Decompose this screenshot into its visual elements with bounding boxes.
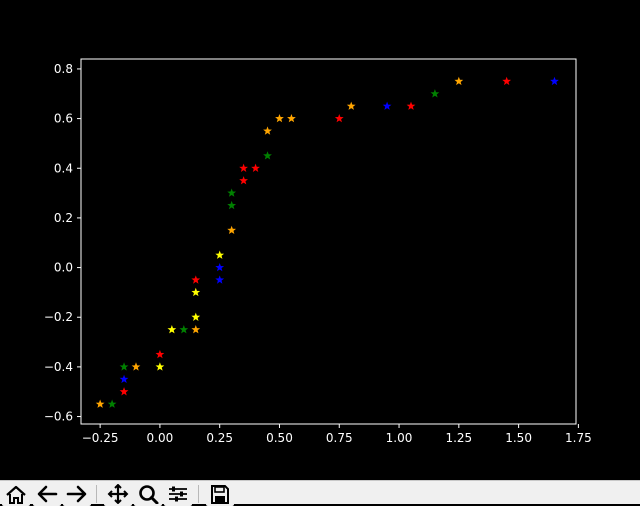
data-point-star bbox=[191, 287, 201, 297]
data-point-star bbox=[334, 113, 344, 123]
data-point-star bbox=[119, 374, 129, 384]
forward-arrow-icon bbox=[66, 485, 87, 503]
home-button[interactable] bbox=[2, 482, 30, 506]
save-button[interactable] bbox=[206, 482, 234, 506]
zoom-icon bbox=[139, 485, 159, 504]
back-button[interactable] bbox=[33, 482, 61, 506]
y-tick-label: 0.6 bbox=[54, 112, 73, 126]
x-tick-label: 0.00 bbox=[147, 431, 174, 445]
axes-frame bbox=[80, 58, 577, 425]
forward-button[interactable] bbox=[63, 482, 91, 506]
data-point-star bbox=[131, 362, 141, 371]
data-point-star bbox=[155, 349, 165, 359]
x-tick-label: 0.50 bbox=[266, 431, 293, 445]
y-tick-label: 0.0 bbox=[54, 261, 73, 275]
y-tick-label: −0.6 bbox=[44, 410, 73, 424]
data-point-star bbox=[191, 312, 201, 321]
data-point-star bbox=[454, 76, 464, 86]
save-icon bbox=[211, 485, 229, 504]
data-point-star bbox=[191, 325, 201, 334]
y-tick-label: 0.4 bbox=[54, 161, 73, 175]
configure-subplots-icon bbox=[169, 486, 187, 502]
data-point-star bbox=[215, 275, 225, 284]
data-point-star bbox=[119, 362, 129, 371]
data-point-star bbox=[227, 188, 237, 197]
data-point-star bbox=[179, 325, 189, 334]
data-point-star bbox=[406, 101, 416, 110]
data-point-star bbox=[263, 151, 272, 160]
toolbar-separator bbox=[198, 485, 199, 503]
x-tick-label: 1.75 bbox=[565, 431, 592, 445]
navigation-toolbar bbox=[0, 480, 640, 506]
data-point-star bbox=[382, 101, 392, 110]
data-point-star bbox=[239, 163, 248, 172]
y-tick-label: −0.4 bbox=[44, 360, 73, 374]
data-point-star bbox=[275, 113, 284, 123]
data-point-star bbox=[107, 399, 117, 408]
data-point-star bbox=[263, 126, 272, 135]
data-point-star bbox=[346, 101, 356, 110]
data-point-star bbox=[167, 325, 177, 334]
data-point-star bbox=[155, 362, 165, 371]
data-points bbox=[95, 76, 559, 408]
x-axis: −0.25 0.00 0.25 0.50 0.75 1.00 1.25 1.50 1.75 bbox=[82, 424, 592, 445]
data-point-star bbox=[430, 89, 440, 98]
back-arrow-icon bbox=[37, 485, 58, 503]
x-tick-label: 1.25 bbox=[445, 431, 472, 445]
y-tick-label: −0.2 bbox=[44, 310, 73, 324]
configure-subplots-button[interactable] bbox=[164, 482, 192, 506]
data-point-star bbox=[251, 163, 260, 172]
data-point-star bbox=[239, 176, 248, 185]
pan-icon bbox=[107, 484, 129, 504]
x-tick-label: 1.00 bbox=[386, 431, 413, 445]
data-point-star bbox=[227, 225, 237, 235]
figure-canvas[interactable]: −0.25 0.00 0.25 0.50 0.75 1.00 1.25 1.50 1.75 −0… bbox=[0, 0, 640, 480]
data-point-star bbox=[215, 262, 225, 272]
x-tick-label: 1.50 bbox=[505, 431, 532, 445]
data-point-star bbox=[287, 113, 296, 123]
data-point-star bbox=[215, 250, 225, 259]
x-tick-label: −0.25 bbox=[82, 431, 119, 445]
data-point-star bbox=[502, 76, 512, 86]
scatter-plot: −0.25 0.00 0.25 0.50 0.75 1.00 1.25 1.50 1.75 −0… bbox=[44, 58, 592, 445]
home-icon bbox=[6, 485, 26, 504]
x-tick-label: 0.75 bbox=[326, 431, 353, 445]
y-tick-label: 0.2 bbox=[54, 211, 73, 225]
y-tick-label: 0.8 bbox=[54, 62, 73, 76]
data-point-star bbox=[191, 275, 201, 284]
data-point-star bbox=[95, 399, 105, 408]
y-axis: −0.6 −0.4 −0.2 0.0 0.2 0.4 0.6 0.8 bbox=[44, 62, 81, 424]
zoom-button[interactable] bbox=[134, 482, 162, 506]
x-tick-label: 0.25 bbox=[206, 431, 233, 445]
data-point-star bbox=[119, 387, 129, 396]
toolbar-separator bbox=[96, 485, 97, 503]
pan-button[interactable] bbox=[104, 482, 132, 506]
data-point-star bbox=[227, 200, 237, 210]
data-point-star bbox=[550, 76, 559, 86]
